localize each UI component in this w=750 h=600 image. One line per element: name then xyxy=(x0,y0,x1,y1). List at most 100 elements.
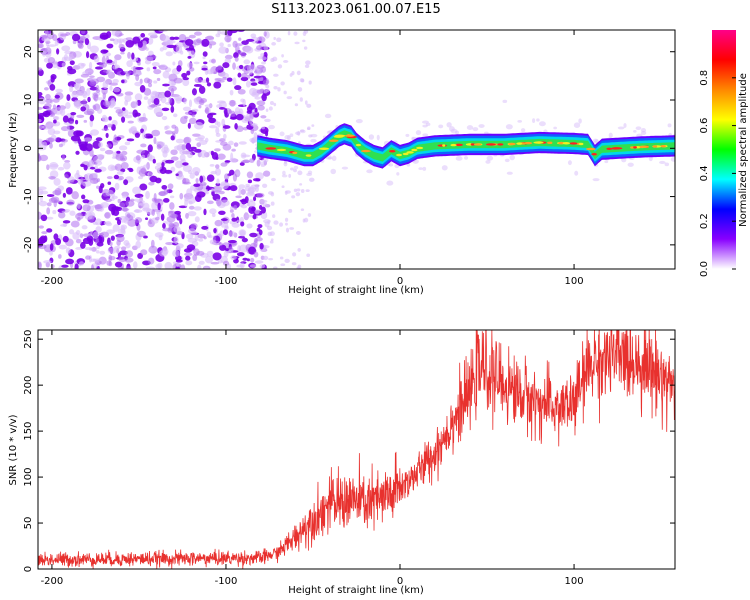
noise-blob xyxy=(140,143,147,148)
ridge-halo xyxy=(376,134,380,141)
noise-blob xyxy=(169,202,175,210)
noise-blob xyxy=(121,107,126,111)
noise-blob xyxy=(193,206,202,211)
noise-blob xyxy=(46,216,54,220)
noise-blob xyxy=(194,77,202,84)
noise-blob xyxy=(273,36,276,41)
noise-blob xyxy=(233,204,237,209)
noise-blob xyxy=(311,124,315,127)
noise-blob xyxy=(215,164,220,169)
noise-blob xyxy=(237,88,246,95)
ridge-halo xyxy=(355,118,363,124)
noise-blob xyxy=(147,98,152,106)
noise-blob xyxy=(118,39,122,48)
noise-blob xyxy=(69,120,74,125)
noise-blob xyxy=(162,197,170,203)
noise-blob xyxy=(103,49,109,53)
noise-blob xyxy=(147,32,158,37)
noise-blob xyxy=(106,43,114,49)
noise-blob xyxy=(176,65,182,72)
noise-blob xyxy=(147,171,154,176)
noise-blob xyxy=(247,74,251,79)
noise-blob xyxy=(124,99,129,106)
noise-blob xyxy=(234,56,239,62)
noise-blob xyxy=(217,121,221,128)
noise-blob xyxy=(228,109,232,114)
noise-blob xyxy=(61,62,66,68)
ridge-hotspot xyxy=(416,146,424,150)
noise-blob xyxy=(148,248,153,253)
noise-blob xyxy=(140,167,147,175)
noise-blob xyxy=(249,264,257,268)
noise-blob xyxy=(254,260,264,264)
colorbar-tick-label: 0.4 xyxy=(699,165,710,181)
noise-blob xyxy=(204,266,209,269)
ridge-halo xyxy=(422,124,428,128)
ridge-hotspot xyxy=(660,145,666,148)
noise-blob xyxy=(92,231,99,239)
noise-blob xyxy=(58,244,67,250)
noise-blob xyxy=(284,190,288,195)
x-tick-label: 0 xyxy=(397,576,403,587)
noise-blob xyxy=(54,39,59,46)
ridge-halo xyxy=(386,180,394,186)
noise-blob xyxy=(192,39,202,46)
noise-blob xyxy=(150,239,155,248)
noise-blob xyxy=(294,41,300,45)
noise-blob xyxy=(209,208,217,215)
noise-blob xyxy=(297,264,302,269)
noise-blob xyxy=(203,61,208,65)
ridge-hotspot xyxy=(276,148,287,152)
noise-blob xyxy=(261,206,266,214)
noise-blob xyxy=(38,97,46,105)
noise-blob xyxy=(154,165,162,171)
noise-blob xyxy=(238,64,244,70)
noise-blob xyxy=(187,152,193,159)
noise-blob xyxy=(224,222,229,229)
noise-blob xyxy=(164,130,173,135)
noise-blob xyxy=(307,213,312,217)
noise-blob xyxy=(61,264,69,268)
noise-blob xyxy=(106,229,116,234)
noise-blob xyxy=(220,218,228,222)
noise-blob xyxy=(168,210,174,214)
noise-blob xyxy=(222,62,230,69)
ridge-halo xyxy=(455,130,460,135)
noise-blob xyxy=(135,240,141,249)
snr-y-label: SNR (10 * v/v) xyxy=(8,414,19,485)
ridge-hotspot xyxy=(292,151,298,155)
noise-blob xyxy=(153,69,162,75)
noise-blob xyxy=(268,191,274,195)
noise-blob xyxy=(79,233,84,239)
noise-blob xyxy=(273,102,277,107)
noise-blob xyxy=(76,169,80,176)
noise-blob xyxy=(123,216,129,224)
noise-blob xyxy=(266,225,273,231)
noise-blob xyxy=(229,116,238,120)
noise-blob xyxy=(286,96,293,100)
noise-blob xyxy=(217,79,225,83)
noise-blob xyxy=(249,158,255,163)
noise-blob xyxy=(231,217,238,222)
ridge-hotspot xyxy=(485,143,496,146)
noise-blob xyxy=(147,153,153,161)
x-tick-label: -100 xyxy=(215,576,238,587)
noise-blob xyxy=(105,189,114,197)
noise-blob xyxy=(238,235,246,239)
noise-blob xyxy=(132,65,137,74)
noise-blob xyxy=(240,204,248,209)
ridge-halo xyxy=(422,120,429,124)
noise-blob xyxy=(105,132,109,138)
noise-blob xyxy=(218,46,228,54)
noise-blob xyxy=(126,60,133,68)
noise-blob xyxy=(96,250,100,254)
ridge-hotspot xyxy=(611,147,620,150)
colorbar-gradient xyxy=(712,30,736,269)
noise-blob xyxy=(80,73,90,78)
noise-blob xyxy=(64,159,71,163)
noise-blob xyxy=(65,247,71,254)
x-tick-label: 100 xyxy=(565,576,584,587)
noise-blob xyxy=(95,84,100,92)
noise-blob xyxy=(208,125,218,129)
